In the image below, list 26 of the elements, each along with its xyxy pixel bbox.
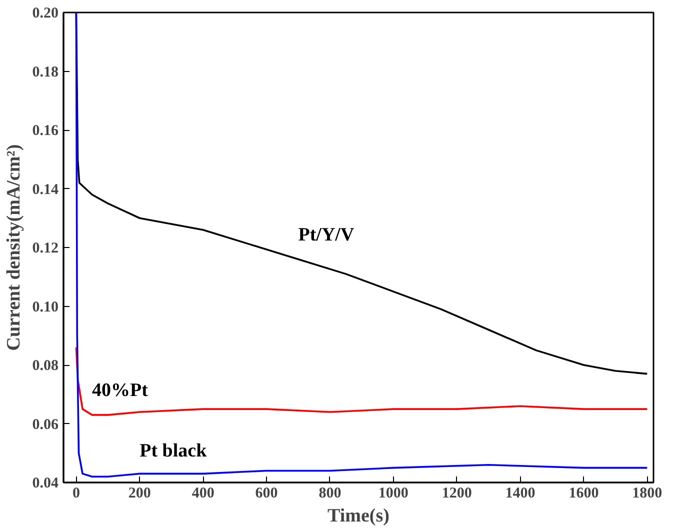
y-axis-title: Current density(mA/cm²) <box>3 144 24 351</box>
x-tick-label: 0 <box>72 486 80 502</box>
line-series <box>75 346 648 416</box>
x-tick-label: 800 <box>318 486 342 502</box>
y-tick-label: 0.12 <box>32 240 58 256</box>
y-tick-label: 0.14 <box>32 182 59 198</box>
x-tick-label: 200 <box>128 486 151 502</box>
series-label: Pt/Y/V <box>298 224 354 246</box>
line-series <box>75 12 648 478</box>
y-tick-label: 0.10 <box>32 299 58 316</box>
x-tick-label: 400 <box>192 486 214 502</box>
x-tick-label: 1600 <box>568 486 599 502</box>
x-tick-label: 1200 <box>442 486 472 502</box>
y-tick-label: 0.18 <box>32 64 58 80</box>
y-tick-label: 0.06 <box>32 416 59 433</box>
x-tick-label: 600 <box>255 486 278 502</box>
x-tick-label: 1000 <box>378 486 408 502</box>
series-label: 40%Pt <box>92 380 149 401</box>
series-label: Pt black <box>140 440 208 462</box>
y-tick-label: 0.20 <box>32 6 58 22</box>
x-tick-label: 1400 <box>505 486 536 502</box>
y-tick-label: 0.04 <box>32 476 59 492</box>
y-tick-label: 0.16 <box>32 123 59 139</box>
x-tick-label: 1800 <box>632 486 662 502</box>
y-tick-label: 0.08 <box>32 358 58 374</box>
x-axis-title: Time(s) <box>328 506 390 526</box>
